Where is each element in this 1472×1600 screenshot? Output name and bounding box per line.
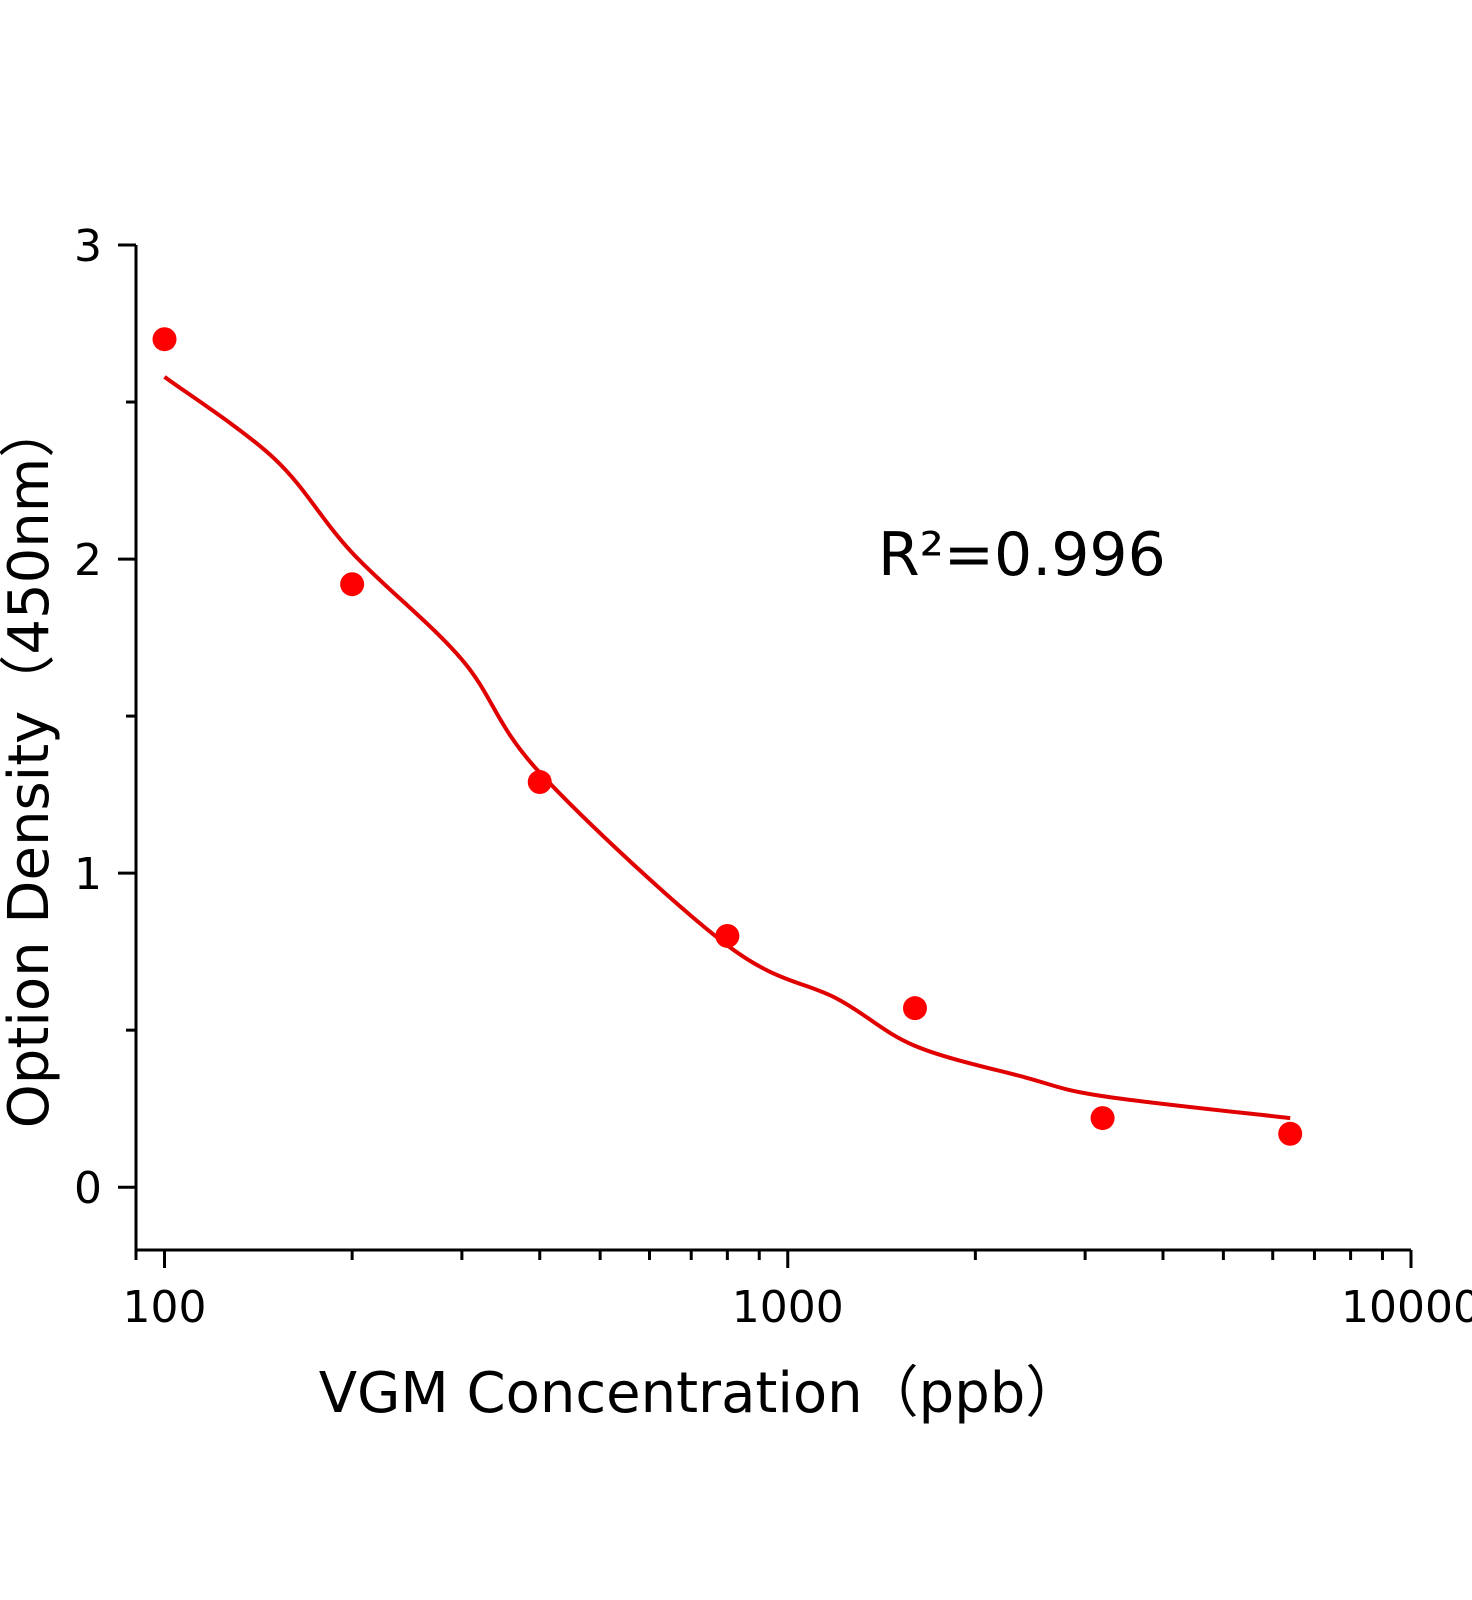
data-point bbox=[527, 770, 552, 795]
y-tick-label: 1 bbox=[74, 849, 102, 900]
data-point bbox=[902, 996, 927, 1021]
x-tick-label: 10000 bbox=[1341, 1282, 1472, 1333]
x-tick-label: 1000 bbox=[732, 1282, 844, 1333]
r-squared-annotation: R²=0.996 bbox=[878, 520, 1166, 590]
y-tick-label: 0 bbox=[74, 1163, 102, 1214]
x-axis-title: VGM Concentration（ppb） bbox=[319, 1361, 1082, 1426]
y-axis-title: Option Density（450nm） bbox=[0, 402, 62, 1129]
data-point bbox=[1090, 1106, 1115, 1131]
y-tick-label: 2 bbox=[74, 535, 102, 586]
x-tick-label: 100 bbox=[123, 1282, 207, 1333]
data-point bbox=[1278, 1121, 1303, 1146]
y-tick-label: 3 bbox=[74, 221, 102, 272]
fit-curve bbox=[163, 375, 1291, 1121]
data-point bbox=[152, 327, 177, 352]
data-point bbox=[715, 923, 740, 948]
data-point bbox=[340, 572, 365, 597]
